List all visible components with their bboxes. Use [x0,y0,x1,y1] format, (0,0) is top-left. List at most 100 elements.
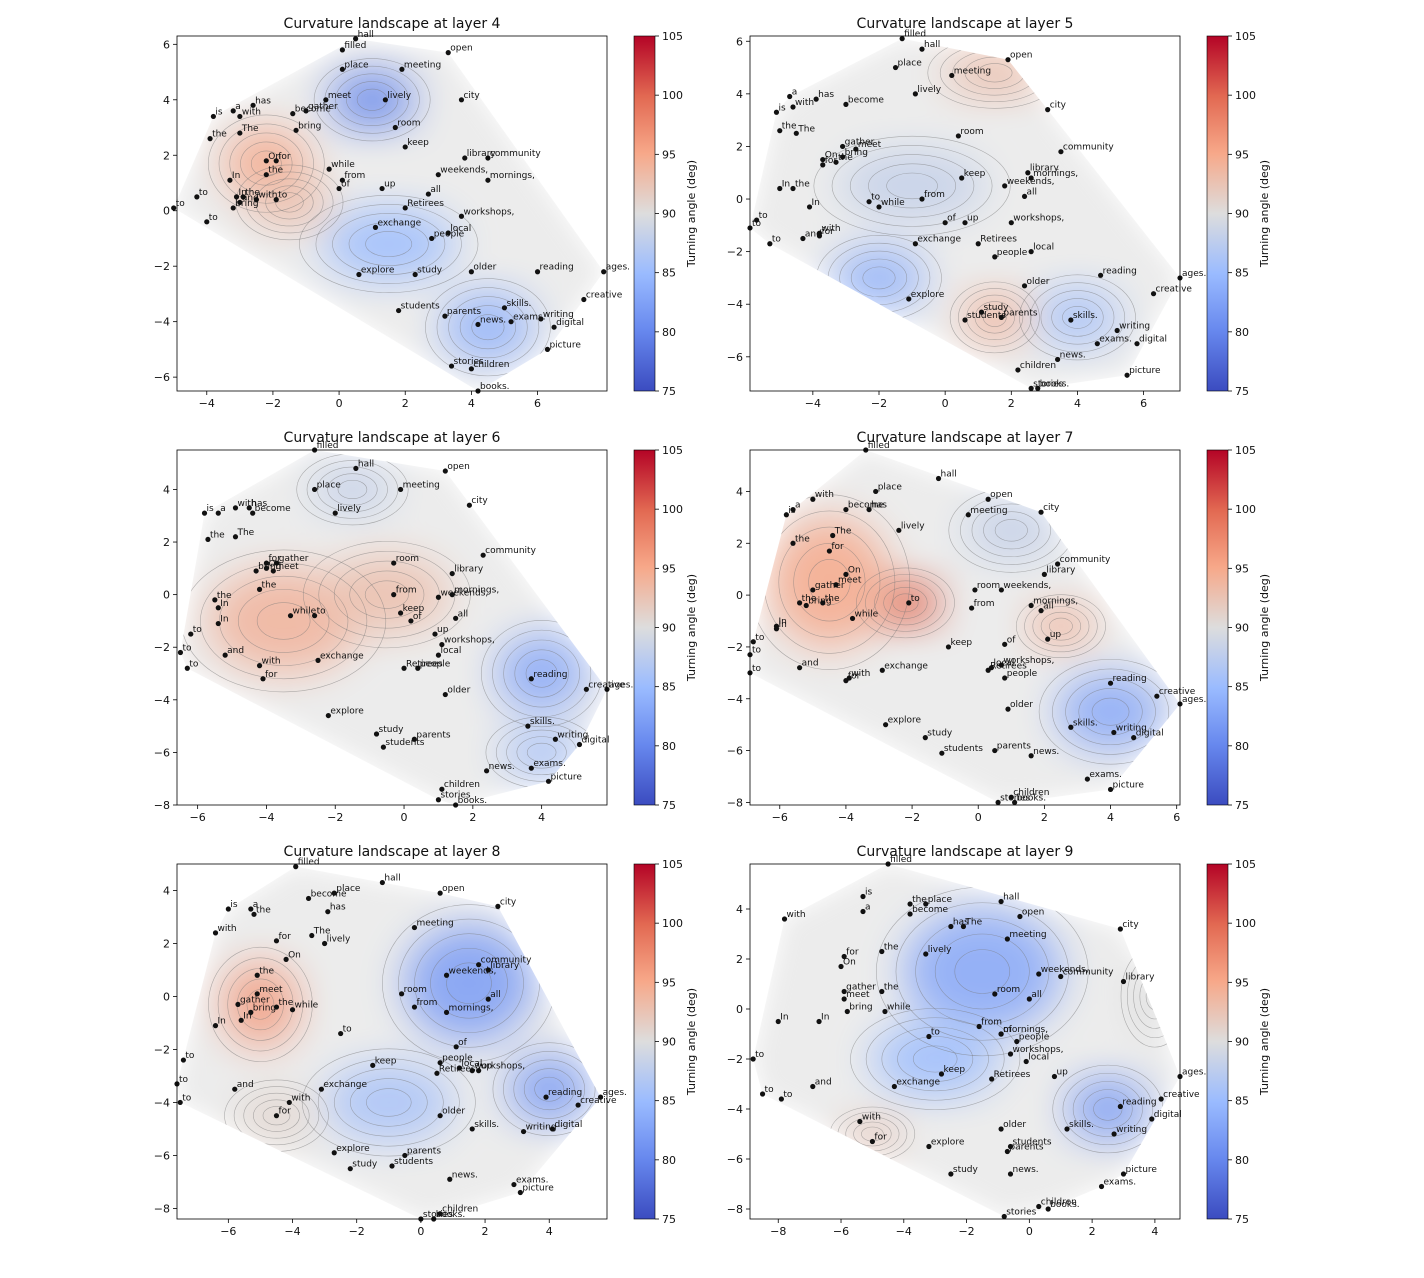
contour-line [346,81,399,119]
word-point [860,893,866,900]
word-point [1036,1203,1042,1210]
word-label: to [185,1051,195,1061]
word-point [551,324,557,330]
word-label: while [295,1001,319,1011]
word-label: the [278,998,293,1008]
word-label: room [404,985,427,995]
word-label: all [430,185,441,195]
word-point [853,146,859,152]
contour-line [793,542,866,622]
landscape-region [965,499,1058,562]
word-label: become [912,905,948,915]
word-point [1002,183,1008,189]
word-point [480,552,486,558]
word-label: with [795,98,814,108]
word-point [978,309,985,315]
contour-line [881,1026,989,1092]
word-label: In [778,617,786,627]
word-point [1058,973,1064,980]
word-label: room [397,119,420,129]
word-label: place [317,480,342,490]
contour-line [436,287,540,368]
contour-line [302,541,471,649]
word-label: reading [540,263,574,273]
word-label: to [176,199,186,209]
landscape-region [872,1021,998,1097]
word-point [225,906,231,912]
word-point [391,560,397,566]
word-label: and [805,229,822,239]
word-point [552,736,559,742]
word-label: local [1028,1053,1049,1063]
y-tick-label: 0 [736,589,743,602]
contour-line [1062,1072,1153,1146]
word-point [283,956,289,962]
x-tick-label: −6 [220,1225,236,1238]
word-point [408,618,414,624]
contour-line [301,1048,476,1157]
word-label: mornings, [454,586,499,596]
word-label: mornings, [1003,1025,1048,1035]
word-point [1036,971,1042,977]
word-label: to [772,235,782,245]
colorbar-tick-label: 90 [1235,1036,1249,1049]
word-label: from [924,190,945,200]
word-label: has [818,90,834,100]
word-label: weekends, [1041,965,1089,975]
word-label: library [1126,973,1156,983]
word-label: room [997,985,1020,995]
word-point [1002,675,1008,681]
contour-line [516,736,567,769]
y-tick-label: 2 [736,140,743,153]
chart-title: Curvature landscape at layer 5 [857,16,1074,32]
y-tick-label: 4 [163,884,170,897]
word-label: workshops, [444,636,495,646]
word-point [315,657,321,663]
colorbar-tick-label: 75 [1235,799,1249,812]
y-tick-label: −6 [154,371,170,384]
word-label: to [752,646,762,656]
word-point [453,615,459,621]
colorbar-tick-label: 75 [662,385,676,398]
contour-line [1052,668,1170,755]
word-point [1055,561,1061,567]
word-label: meet [259,985,283,995]
word-label: On [848,565,861,575]
landscape-region [903,909,1061,1034]
x-tick-label: −2 [265,397,281,410]
word-label: is [215,107,223,117]
word-point [1098,272,1104,278]
word-point [435,594,442,600]
word-point [866,506,872,513]
word-point [260,676,266,682]
word-point [347,1166,353,1172]
word-label: to [278,191,288,201]
word-point [435,797,442,803]
word-point [1038,509,1044,515]
word-point [879,948,885,955]
word-point [538,316,544,322]
word-label: city [1043,503,1060,513]
word-point [458,97,465,103]
word-label: while [293,607,317,617]
word-point [597,1094,604,1100]
word-point [439,641,445,648]
word-point [227,177,233,183]
x-tick-label: −4 [805,397,821,410]
word-point [1028,175,1034,181]
word-label: with [821,224,840,234]
contour-line [1051,298,1104,337]
word-point [1021,283,1028,289]
chart-title: Curvature landscape at layer 4 [284,16,501,32]
contour-line [218,123,314,204]
word-label: is [788,506,796,516]
contour-line [534,1076,565,1102]
word-label: city [1050,101,1067,111]
contour-line [1029,282,1126,353]
word-point [437,1113,443,1119]
word-label: become [295,105,331,115]
word-label: from [416,998,437,1008]
word-point [810,1083,816,1090]
x-tick-label: −4 [284,1225,300,1238]
